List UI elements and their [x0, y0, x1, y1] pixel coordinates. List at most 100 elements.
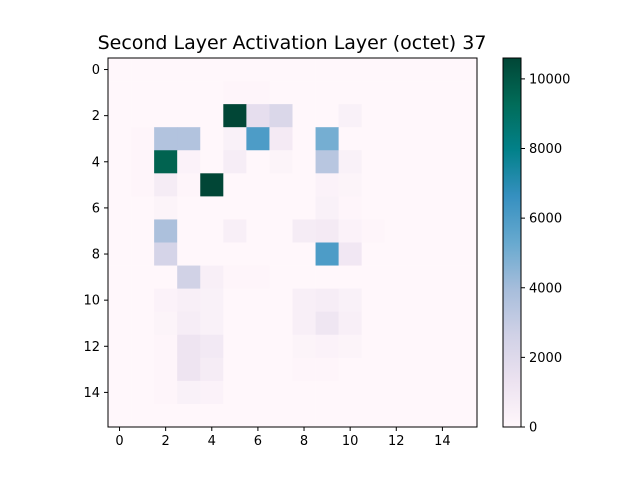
heatmap-cell	[177, 58, 201, 82]
heatmap-cell	[131, 311, 155, 336]
chart-title: Second Layer Activation Layer (octet) 37	[98, 32, 487, 54]
heatmap-cell	[246, 81, 270, 105]
heatmap-cell	[269, 104, 293, 128]
heatmap-cell	[292, 357, 316, 382]
heatmap-cell	[292, 265, 316, 289]
heatmap-cell	[407, 150, 432, 174]
heatmap-cell	[269, 265, 293, 289]
heatmap-cell	[338, 403, 362, 428]
heatmap-cell	[177, 265, 201, 289]
heatmap-cell	[453, 127, 478, 151]
heatmap-cell	[200, 150, 224, 174]
heatmap-cell	[315, 58, 339, 82]
heatmap-cell	[223, 311, 247, 336]
heatmap-cell	[200, 334, 224, 359]
heatmap-cell	[315, 150, 339, 174]
y-tick-label: 2	[92, 109, 100, 124]
heatmap-cell	[361, 357, 386, 382]
heatmap-cell	[407, 288, 432, 312]
heatmap-cell	[430, 196, 455, 220]
heatmap-cell	[338, 242, 362, 266]
colorbar-tick-label: 4000	[529, 281, 562, 296]
heatmap-cell	[246, 219, 270, 243]
heatmap-cell	[315, 219, 339, 243]
heatmap-cell	[407, 242, 432, 266]
heatmap-cell	[246, 380, 270, 405]
heatmap-cell	[154, 403, 178, 428]
heatmap-cell	[131, 403, 155, 428]
heatmap-cell	[154, 357, 178, 382]
heatmap-cell	[154, 81, 178, 105]
x-tick-label: 4	[208, 434, 216, 449]
heatmap-cell	[315, 334, 339, 359]
heatmap-cell	[430, 311, 455, 336]
heatmap-cell	[315, 357, 339, 382]
heatmap-cell	[430, 173, 455, 197]
heatmap-cell	[430, 380, 455, 405]
x-tick-label: 8	[300, 434, 308, 449]
heatmap-cell	[177, 150, 201, 174]
heatmap-cell	[154, 311, 178, 336]
heatmap-cell	[384, 58, 409, 82]
heatmap-cell	[338, 380, 362, 405]
heatmap-cell	[223, 104, 247, 128]
heatmap-cell	[407, 196, 432, 220]
heatmap-cell	[407, 380, 432, 405]
heatmap-cell	[200, 288, 224, 312]
heatmap-cell	[384, 242, 409, 266]
heatmap-cell	[246, 242, 270, 266]
heatmap-cell	[361, 242, 386, 266]
heatmap-cell	[131, 196, 155, 220]
heatmap-cell	[338, 127, 362, 151]
heatmap-cell	[108, 380, 132, 405]
heatmap-cell	[223, 81, 247, 105]
heatmap-cell	[108, 58, 132, 82]
heatmap-cell	[361, 127, 386, 151]
heatmap-cell	[223, 265, 247, 289]
heatmap-cell	[338, 334, 362, 359]
heatmap-cell	[430, 357, 455, 382]
heatmap-cell	[361, 288, 386, 312]
heatmap-cell	[407, 357, 432, 382]
heatmap-cell	[315, 242, 339, 266]
heatmap-cell	[361, 196, 386, 220]
heatmap-cell	[200, 58, 224, 82]
heatmap-cell	[269, 334, 293, 359]
heatmap-cell	[269, 403, 293, 428]
heatmap-cell	[131, 173, 155, 197]
heatmap-cell	[108, 196, 132, 220]
heatmap-cell	[453, 81, 478, 105]
heatmap-cell	[430, 127, 455, 151]
heatmap-cell	[338, 81, 362, 105]
heatmap-cell	[453, 357, 478, 382]
heatmap-cell	[453, 265, 478, 289]
heatmap-cell	[200, 104, 224, 128]
heatmap-cell	[453, 150, 478, 174]
heatmap-cell	[223, 380, 247, 405]
heatmap-cell	[223, 242, 247, 266]
heatmap-cell	[292, 81, 316, 105]
heatmap-cell	[269, 242, 293, 266]
heatmap-cell	[131, 380, 155, 405]
heatmap-cell	[223, 58, 247, 82]
x-tick-label: 2	[162, 434, 170, 449]
heatmap-cell	[430, 403, 455, 428]
heatmap-cell	[131, 104, 155, 128]
heatmap-cell	[200, 357, 224, 382]
heatmap-cell	[269, 196, 293, 220]
heatmap-cell	[200, 219, 224, 243]
heatmap-cell	[246, 357, 270, 382]
y-tick-label: 14	[83, 386, 100, 401]
heatmap-cell	[108, 357, 132, 382]
heatmap-cell	[108, 150, 132, 174]
heatmap-cell	[315, 380, 339, 405]
colorbar-tick-label: 0	[529, 421, 537, 436]
y-tick-label: 10	[83, 294, 100, 309]
heatmap-cell	[269, 357, 293, 382]
y-tick-label: 6	[92, 201, 100, 216]
heatmap-cell	[292, 173, 316, 197]
heatmap-cell	[407, 334, 432, 359]
heatmap-cell	[384, 150, 409, 174]
heatmap-cell	[131, 150, 155, 174]
heatmap-cell	[177, 104, 201, 128]
